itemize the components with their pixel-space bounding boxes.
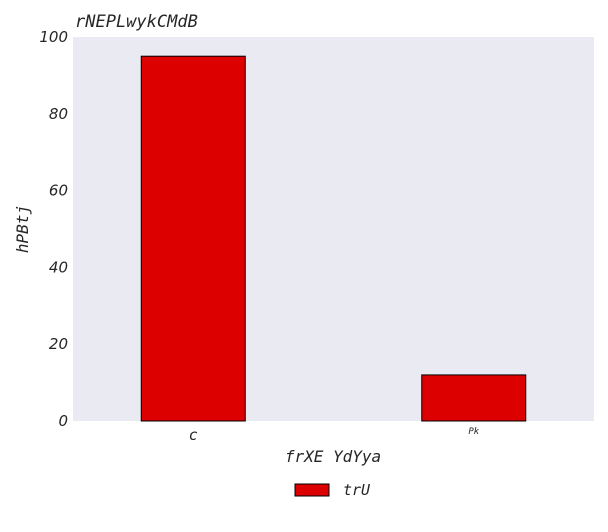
y-axis-label: hPBtj	[13, 205, 32, 253]
y-tick-label: 60	[49, 182, 68, 200]
y-tick-label: 20	[49, 335, 68, 353]
legend: trU	[294, 481, 371, 499]
y-axis-ticks: 0 20 40 60 80 100	[39, 28, 68, 430]
y-tick-label: 100	[39, 28, 68, 46]
bars-layer	[140, 55, 527, 422]
y-tick-label: 40	[49, 258, 68, 276]
y-tick-label: 80	[49, 105, 68, 123]
chart-title: rNEPLwykCMdB	[75, 12, 198, 32]
y-tick-label: 0	[58, 412, 68, 430]
bar-pk	[421, 374, 527, 422]
legend-swatch	[294, 483, 330, 497]
legend-label: trU	[343, 481, 371, 499]
x-tick-label: c	[189, 426, 198, 444]
x-axis-ticks: c Pk	[189, 426, 480, 444]
x-axis-label: frXE YdYya	[285, 447, 381, 466]
x-tick-label: Pk	[468, 427, 479, 437]
bar-c	[140, 55, 246, 422]
